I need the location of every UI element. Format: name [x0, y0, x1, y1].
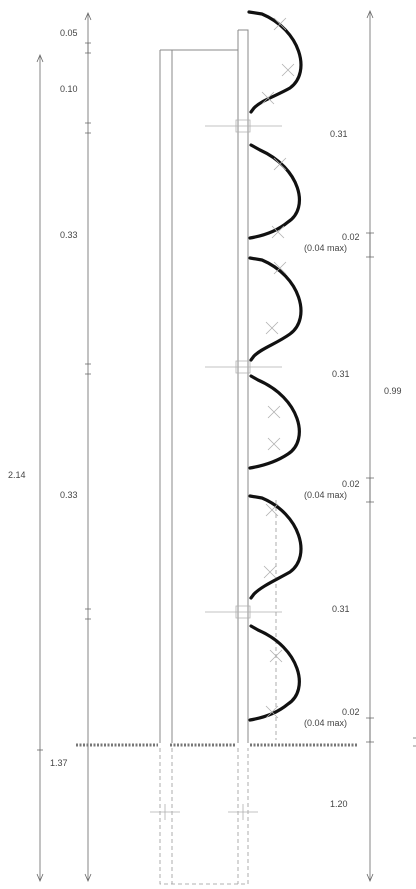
bolt-lower — [205, 605, 282, 619]
bolt-middle — [205, 360, 282, 374]
mark-6 — [273, 261, 287, 275]
gap-3-tick — [366, 717, 374, 743]
right-dimension-lines — [366, 9, 416, 883]
label-gap-1-max: (0.04 max) — [304, 243, 347, 253]
label-lower-segment: 0.33 — [60, 490, 78, 500]
segment-arrow-bottom — [84, 873, 92, 883]
tick-middle — [85, 363, 91, 375]
label-gap-2: 0.02 — [342, 479, 360, 489]
mark-3 — [261, 91, 275, 105]
label-panel-1: 0.31 — [330, 129, 348, 139]
label-embed-right: 1.20 — [330, 799, 348, 809]
gap-1-tick — [366, 232, 374, 258]
gap-2-tick — [366, 477, 374, 503]
mark-8 — [267, 405, 281, 419]
bolt-upper — [205, 119, 282, 133]
segment-ticks — [85, 42, 91, 620]
label-gap-1: 0.02 — [342, 232, 360, 242]
tick-upper-start — [85, 122, 91, 134]
panel-marks — [261, 17, 295, 719]
mark-13 — [265, 705, 279, 719]
tick-lower-end — [85, 608, 91, 620]
label-panel-3: 0.31 — [332, 604, 350, 614]
label-total-height: 2.14 — [8, 470, 26, 480]
total-height-arrow-bottom — [36, 873, 44, 883]
label-embed-left: 1.37 — [50, 758, 68, 768]
w-beam-panel-2 — [248, 256, 303, 470]
mark-1 — [273, 17, 287, 31]
mark-2 — [281, 63, 295, 77]
right-dimension-labels: 0.31 0.02 (0.04 max) 0.31 0.99 0.02 (0.0… — [304, 129, 402, 809]
w-beam-panels — [247, 10, 303, 722]
posts — [150, 29, 282, 885]
buried-bolt-right — [228, 804, 258, 820]
mark-10 — [265, 503, 279, 517]
label-top-gap: 0.05 — [60, 28, 78, 38]
w-beam-panel-3 — [248, 494, 303, 722]
back-post-outline — [159, 49, 239, 743]
panels-arrow-bottom — [366, 873, 374, 883]
mark-4 — [273, 157, 287, 171]
mark-9 — [267, 437, 281, 451]
label-panel-2: 0.31 — [332, 369, 350, 379]
label-top-offset: 0.10 — [60, 84, 78, 94]
mark-5 — [271, 225, 285, 239]
left-dimension-labels: 0.05 0.10 0.33 2.14 0.33 1.37 — [8, 28, 78, 768]
label-gap-2-max: (0.04 max) — [304, 490, 347, 500]
mark-7 — [265, 321, 279, 335]
total-height-arrow-top — [36, 53, 44, 63]
label-upper-segment: 0.33 — [60, 230, 78, 240]
mark-11 — [263, 565, 277, 579]
left-dimension-lines — [36, 11, 92, 883]
tick-top-gap — [85, 42, 91, 54]
mark-12 — [269, 649, 283, 663]
panels-arrow-top — [366, 9, 374, 19]
label-gap-3: 0.02 — [342, 707, 360, 717]
label-gap-3-max: (0.04 max) — [304, 718, 347, 728]
label-panels-total: 0.99 — [384, 386, 402, 396]
w-beam-panel-1 — [247, 10, 303, 240]
main-post-outline — [237, 29, 249, 743]
segment-arrow-top — [84, 11, 92, 21]
buried-bolt-left — [150, 804, 180, 820]
buried-post-outline — [159, 748, 249, 885]
